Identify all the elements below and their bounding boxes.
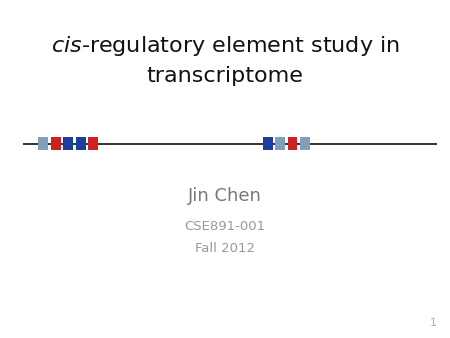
Bar xyxy=(88,137,98,150)
Bar xyxy=(275,137,285,150)
Bar xyxy=(288,137,297,150)
Bar xyxy=(63,137,73,150)
Bar xyxy=(76,137,86,150)
Bar xyxy=(263,137,273,150)
Text: 1: 1 xyxy=(429,318,436,328)
Bar xyxy=(51,137,61,150)
Text: transcriptome: transcriptome xyxy=(147,66,303,86)
Text: $\it{cis}$-regulatory element study in: $\it{cis}$-regulatory element study in xyxy=(51,33,399,58)
Bar xyxy=(38,137,48,150)
Text: CSE891-001: CSE891-001 xyxy=(184,220,266,233)
Bar xyxy=(300,137,310,150)
Text: Jin Chen: Jin Chen xyxy=(188,187,262,205)
Text: Fall 2012: Fall 2012 xyxy=(195,242,255,255)
